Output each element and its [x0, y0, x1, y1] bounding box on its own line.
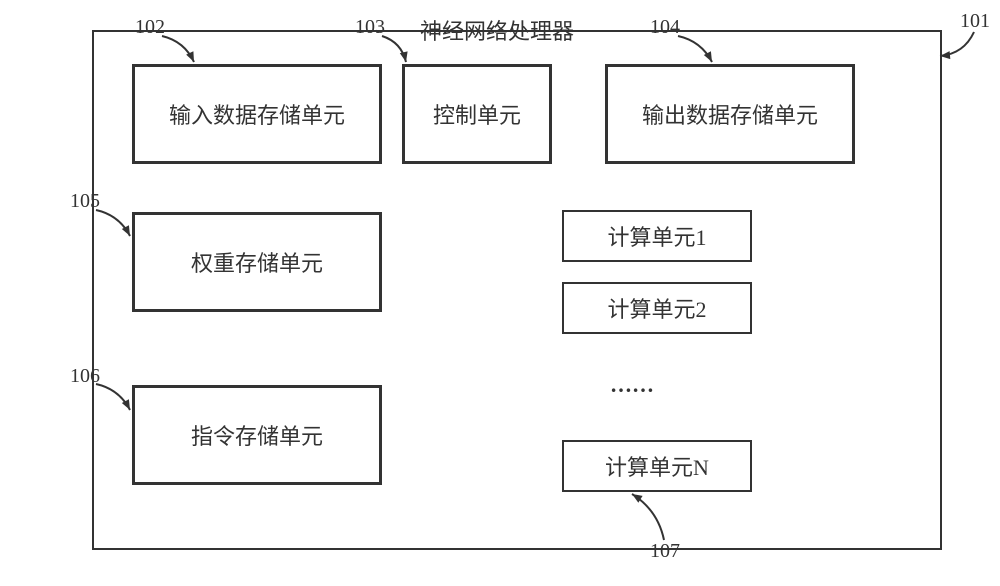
diagram-canvas: 神经网络处理器 输入数据存储单元 控制单元 输出数据存储单元 权重存储单元 指令…: [0, 0, 1000, 586]
reference-arrows: [0, 0, 1000, 586]
